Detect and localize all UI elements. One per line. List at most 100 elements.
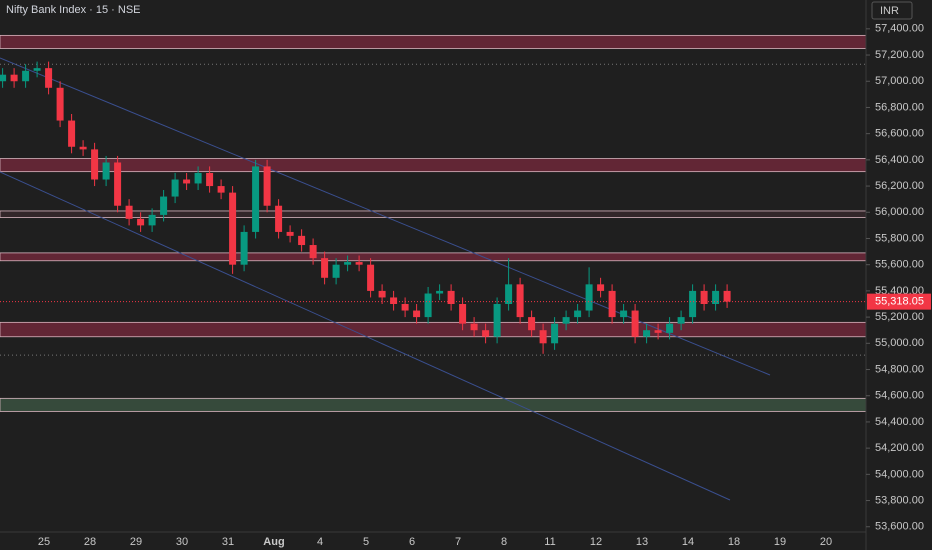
last-price-label: 55,318.05	[875, 296, 924, 308]
y-tick-label: 56,200.00	[875, 180, 924, 192]
candle-body	[631, 310, 639, 337]
y-tick-label: 53,800.00	[875, 494, 924, 506]
candle-body	[263, 166, 271, 206]
candle-body	[654, 330, 662, 333]
y-tick-label: 57,200.00	[875, 49, 924, 61]
candle-body	[378, 290, 386, 298]
x-tick-label: 18	[728, 536, 740, 548]
candle-body	[401, 304, 409, 311]
x-tick-label: 6	[409, 536, 415, 548]
candle-body	[68, 120, 76, 147]
candle-body	[79, 146, 87, 150]
candle-body	[528, 317, 536, 331]
candle-body	[286, 231, 294, 236]
x-tick-label: 29	[130, 536, 142, 548]
last-price-tag	[867, 293, 931, 310]
candle-body	[597, 284, 605, 291]
last-price: 55,318.05	[0, 293, 931, 310]
candle-body	[574, 310, 582, 318]
currency-button[interactable]	[871, 1, 913, 20]
x-tick-label: 5	[363, 536, 369, 548]
y-tick-label: 56,600.00	[875, 128, 924, 140]
candle-body	[33, 68, 41, 71]
zone	[0, 321, 867, 338]
x-tick-label: 8	[501, 536, 507, 548]
candle-body	[723, 290, 731, 302]
candle-body	[436, 290, 444, 294]
candle-body	[183, 179, 191, 184]
candle-body	[585, 284, 593, 311]
zone	[0, 397, 867, 412]
candle-body	[505, 284, 513, 304]
y-tick-label: 54,000.00	[875, 468, 924, 480]
x-tick-label: 25	[38, 536, 50, 548]
y-tick-label: 54,600.00	[875, 390, 924, 402]
y-tick-label: 57,000.00	[875, 75, 924, 87]
x-tick-label: 7	[455, 536, 461, 548]
candle-body	[551, 323, 559, 344]
candles	[0, 61, 731, 354]
x-tick-label: 14	[682, 536, 694, 548]
y-tick-label: 54,200.00	[875, 442, 924, 454]
x-tick-label: 19	[774, 536, 786, 548]
candle-body	[137, 218, 145, 226]
candle-body	[22, 70, 30, 82]
y-tick-label: 55,800.00	[875, 232, 924, 244]
x-tick-label: 31	[222, 536, 234, 548]
candle-body	[677, 317, 685, 324]
candle-body	[459, 304, 467, 324]
channel-lower	[0, 171, 731, 501]
candle-body	[643, 330, 651, 337]
candle-body	[413, 310, 421, 318]
y-tick-label: 55,600.00	[875, 259, 924, 271]
price-axis: 53,600.00 53,800.00 54,000.00 54,200.00 54,4…	[866, 23, 924, 533]
levels	[0, 63, 866, 356]
candle-body	[102, 162, 110, 180]
candle-body	[298, 235, 306, 246]
candle-body	[390, 297, 398, 304]
x-tick-label: 4	[317, 536, 323, 548]
candle-body	[10, 74, 18, 82]
candle-body	[424, 293, 432, 318]
candle-body	[700, 290, 708, 304]
candle-body	[309, 245, 317, 259]
x-tick-label: 20	[820, 536, 832, 548]
y-tick-label: 56,800.00	[875, 101, 924, 113]
candle-body	[712, 290, 720, 304]
candle-body	[229, 192, 237, 265]
candle-body	[160, 196, 168, 215]
candle-body	[91, 149, 99, 180]
candle-body	[321, 258, 329, 278]
zone	[0, 34, 867, 49]
candle-body	[516, 284, 524, 318]
candle-body	[344, 262, 352, 265]
candle-body	[148, 214, 156, 226]
candle-body	[608, 290, 616, 318]
candle-body	[666, 323, 674, 333]
candle-body	[217, 186, 225, 193]
candle-body	[275, 205, 283, 232]
candle-body	[171, 179, 179, 197]
candle-body	[206, 172, 214, 187]
channel-upper	[0, 57, 771, 376]
y-tick-label: 55,200.00	[875, 311, 924, 323]
candle-body	[482, 330, 490, 337]
y-tick-label: 57,400.00	[875, 23, 924, 35]
candle-body	[125, 205, 133, 219]
candle-body	[620, 310, 628, 318]
x-tick-label: 30	[176, 536, 188, 548]
y-tick-label: 55,000.00	[875, 337, 924, 349]
candle-body	[194, 172, 202, 184]
candle-body	[332, 264, 340, 278]
chart-title: Nifty Bank Index · 15 · NSE	[6, 4, 141, 16]
candle-body	[689, 290, 697, 318]
y-tick-label: 53,600.00	[875, 521, 924, 533]
y-tick-label: 56,000.00	[875, 206, 924, 218]
currency-label[interactable]: INR	[880, 5, 899, 17]
x-tick-label: 13	[636, 536, 648, 548]
y-tick-label: 54,800.00	[875, 363, 924, 375]
candle-body	[562, 317, 570, 324]
